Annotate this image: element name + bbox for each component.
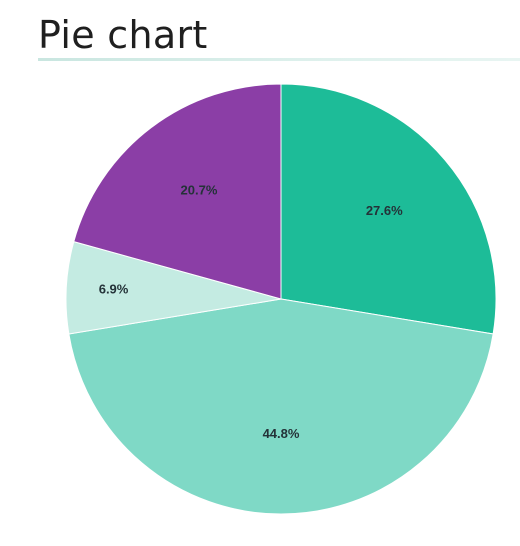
pie-slice-0 — [280, 83, 497, 335]
pie-slices — [65, 83, 497, 515]
chart-title: Pie chart — [38, 13, 208, 57]
pie-slice-label-2: 6.9% — [99, 281, 129, 296]
pie-slice-label-0: 27.6% — [366, 203, 403, 218]
pie-slice-label-1: 44.8% — [263, 426, 300, 441]
pie-slice-1 — [68, 298, 494, 515]
pie-labels: 27.6% 44.8% 6.9% 20.7% — [99, 183, 403, 441]
title-underline — [38, 58, 520, 61]
pie-slice-3 — [73, 83, 282, 300]
pie-slice-label-3: 20.7% — [181, 183, 218, 198]
